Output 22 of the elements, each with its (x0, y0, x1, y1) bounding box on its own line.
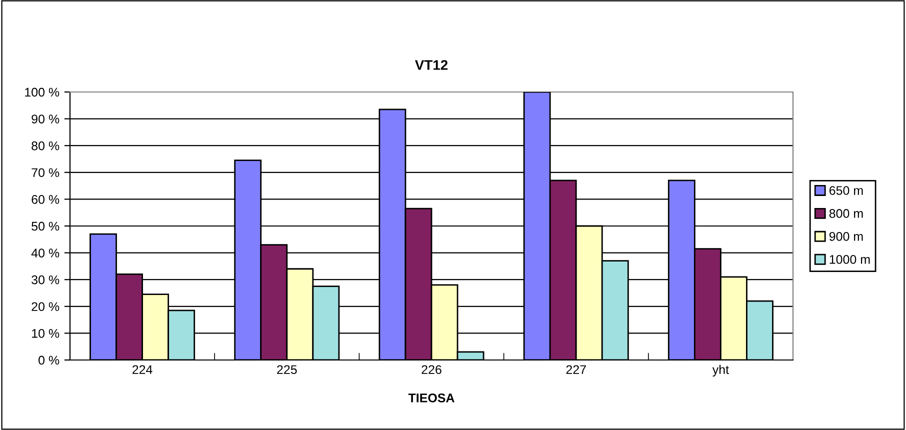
y-tick-label: 80 % (32, 141, 60, 150)
y-tick-label: 40 % (31, 248, 60, 258)
x-tick-label: 227 (566, 365, 586, 374)
x-tick-label: 225 (277, 365, 297, 374)
y-tick-label: 30 % (32, 275, 60, 284)
y-tick-label: 20 % (32, 302, 60, 312)
x-tick-label: 226 (422, 365, 442, 374)
x-axis-title: TIEOSA (408, 394, 454, 402)
y-tick-label: 0 % (38, 356, 60, 365)
legend-label: 900 m (829, 232, 863, 241)
x-tick-label: 224 (132, 365, 152, 374)
x-tick-label: yht (712, 364, 729, 377)
legend-label: 800 m (829, 209, 863, 218)
legend-label: 650 m (829, 186, 863, 195)
y-tick-label: 90 % (32, 114, 60, 124)
y-tick-label: 100 % (25, 88, 60, 97)
y-tick-label: 50 % (32, 222, 60, 231)
legend-label: 1000 m (830, 254, 870, 264)
y-tick-label: 70 % (32, 168, 60, 178)
y-tick-label: 60 % (32, 195, 60, 204)
chart-title: VT12 (415, 60, 448, 70)
y-tick-label: 10 % (32, 329, 60, 338)
